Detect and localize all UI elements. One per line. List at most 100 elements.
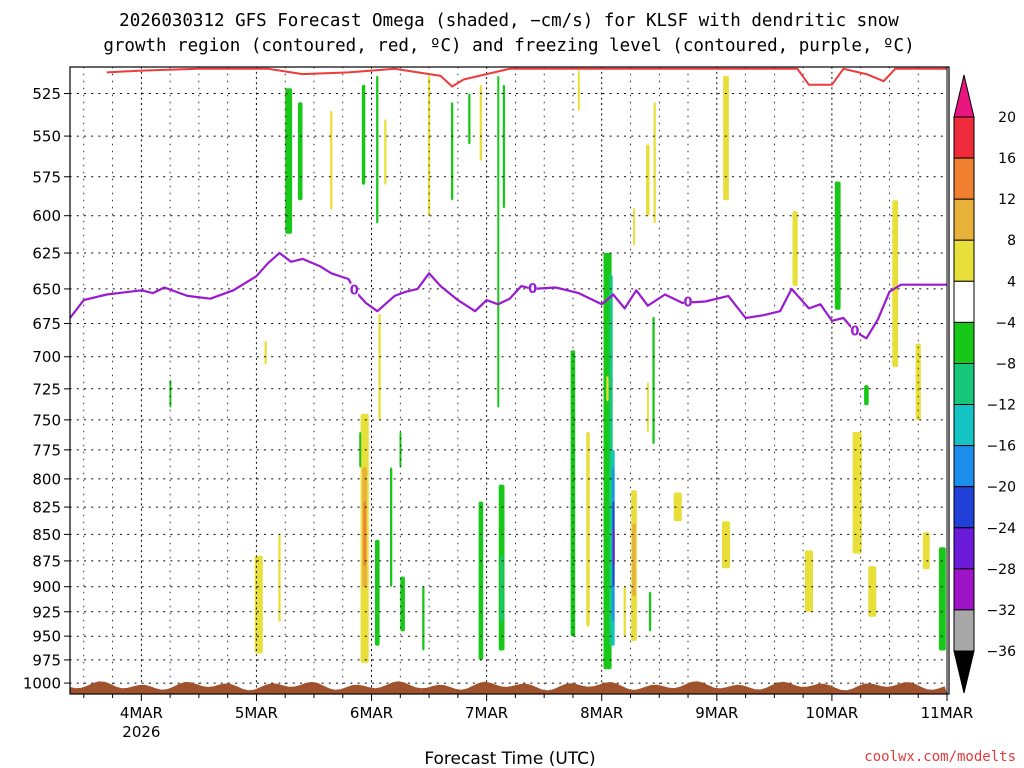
colorbar-swatch-12 [953, 609, 975, 652]
colorbar-label-7: −12 [986, 398, 1016, 414]
omega-cell-54 [673, 492, 682, 522]
colorbar-swatch-1 [953, 157, 975, 200]
omega-cell-46 [612, 529, 615, 567]
omega-cell-32 [390, 467, 393, 587]
ground-terrain [70, 681, 947, 694]
y-tick-label-7: 700 [32, 348, 61, 366]
omega-cell-35 [422, 586, 425, 651]
omega-cell-29 [378, 313, 381, 420]
y-tick-label-15: 900 [32, 578, 61, 596]
freezing-label-bg [684, 295, 693, 308]
colorbar-label-6: −8 [995, 357, 1016, 373]
y-tick-label-1: 550 [32, 128, 61, 146]
y-tick-label-6: 675 [32, 315, 61, 333]
omega-cell-58 [868, 566, 877, 617]
omega-cell-4 [361, 84, 366, 185]
omega-cell-5 [376, 75, 379, 224]
colorbar-swatch-11 [953, 568, 975, 611]
omega-cell-24 [254, 555, 263, 654]
omega-cell-48 [632, 523, 636, 597]
colorbar-label-12: −32 [986, 603, 1016, 619]
y-tick-label-4: 625 [32, 245, 61, 263]
dendritic-line [106, 67, 947, 88]
y-tick-label-3: 600 [32, 207, 61, 225]
omega-cell-23 [169, 380, 172, 408]
plot-frame [69, 66, 950, 695]
omega-cell-52 [648, 591, 652, 632]
colorbar-label-13: −36 [986, 644, 1016, 660]
omega-cell-50 [652, 316, 655, 444]
omega-cell-34 [399, 432, 402, 468]
chart-title-line-2: growth region (contoured, red, ºC) and f… [103, 36, 914, 56]
omega-cell-38 [500, 555, 504, 622]
omega-cell-51 [646, 382, 649, 432]
freezing-label-2: 0 [684, 296, 693, 311]
colorbar-top-arrow [953, 74, 975, 118]
x-tick-label-5: 9MAR [695, 704, 738, 722]
x-tick-label-6: 10MAR [806, 704, 859, 722]
grid-lines [69, 66, 948, 695]
colorbar-label-4: 4 [1007, 274, 1016, 290]
omega-cell-17 [633, 208, 636, 246]
omega-cell-3 [330, 110, 333, 210]
omega-cell-56 [804, 550, 813, 612]
colorbar-label-2: 12 [998, 192, 1016, 208]
x-tick-label-1: 5MAR [235, 704, 278, 722]
x-tick-label-4: 8MAR [580, 704, 623, 722]
omega-cell-28 [363, 501, 366, 567]
freezing-line [69, 251, 947, 340]
omega-cell-53 [606, 376, 609, 402]
colorbar-swatch-5 [953, 321, 975, 364]
freezing-level-contour: 0 0 0 0 [69, 251, 947, 340]
omega-cell-18 [792, 211, 798, 287]
omega-cell-9 [468, 93, 471, 145]
y-tick-label-13: 850 [32, 526, 61, 544]
omega-cell-25 [278, 534, 281, 622]
colorbar-swatch-4 [953, 280, 975, 323]
freezing-label-bg [528, 281, 537, 294]
x-axis-label: Forecast Time (UTC) [424, 749, 595, 768]
omega-cell-39 [570, 350, 576, 637]
y-tick-label-8: 725 [32, 380, 61, 398]
y-tick-label-0: 525 [32, 85, 61, 103]
x-tick-label-3: 7MAR [465, 704, 508, 722]
omega-cell-12 [502, 84, 505, 209]
colorbar-label-11: −28 [986, 562, 1016, 578]
omega-cell-8 [451, 102, 454, 201]
omega-cell-15 [646, 144, 650, 216]
omega-cell-14 [723, 75, 729, 201]
omega-cell-7 [427, 75, 431, 216]
omega-cell-20 [892, 200, 899, 368]
y-tick-label-5: 650 [32, 280, 61, 298]
omega-cell-11 [497, 75, 500, 408]
x-tick-sublabel-0: 2026 [122, 723, 160, 741]
colorbar-label-0: 20 [998, 110, 1016, 126]
site-credit: coolwx.com/modelts [864, 749, 1016, 765]
x-tick-label-7: 11MAR [921, 704, 974, 722]
y-tick-label-14: 875 [32, 552, 61, 570]
omega-cell-33 [400, 576, 405, 632]
colorbar-swatch-9 [953, 486, 975, 529]
omega-shading [169, 70, 946, 670]
omega-cell-19 [834, 181, 841, 310]
omega-cell-13 [577, 70, 580, 111]
omega-cell-31 [375, 539, 380, 646]
colorbar-label-9: −20 [986, 480, 1016, 496]
y-tick-label-9: 750 [32, 411, 61, 429]
omega-cell-22 [864, 385, 869, 406]
colorbar-label-5: −4 [995, 315, 1016, 331]
colorbar-swatch-2 [953, 198, 975, 241]
omega-cell-55 [722, 521, 731, 569]
colorbar-swatch-7 [953, 404, 975, 447]
omega-colorbar: 20 16 12 8 4 −4 −8 −12 −16 −20 −24 −28 −32 −36 [953, 74, 1016, 694]
omega-cell-1 [297, 102, 303, 201]
y-tick-label-16: 925 [32, 603, 61, 621]
omega-cell-0 [285, 88, 293, 234]
colorbar-swatch-3 [953, 239, 975, 282]
y-tick-label-17: 950 [32, 628, 61, 646]
omega-cell-16 [653, 102, 656, 224]
y-axis: 525 550 575 600 625 650 675 700 725 750 775 800 825 8… [23, 85, 70, 693]
colorbar-swatch-10 [953, 527, 975, 570]
colorbar-swatch-8 [953, 445, 975, 488]
